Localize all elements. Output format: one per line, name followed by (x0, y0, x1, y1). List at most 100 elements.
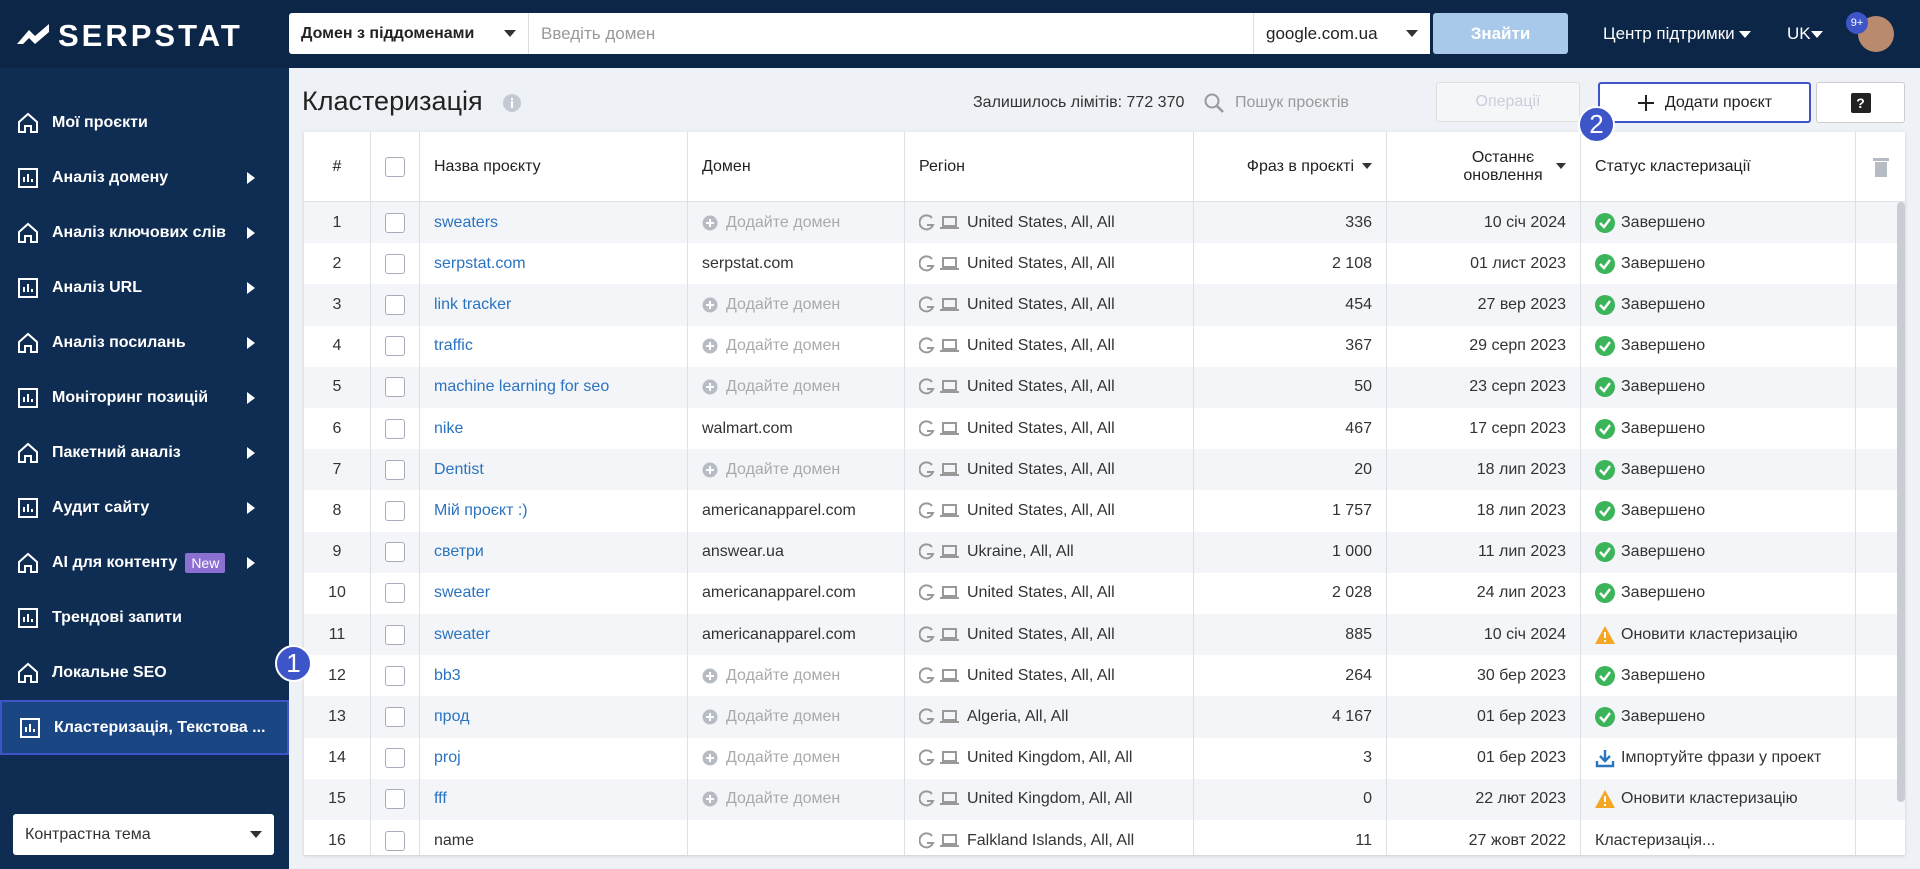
domain[interactable]: Додайте домен (726, 749, 841, 767)
project-name[interactable]: sweaters (434, 213, 499, 231)
checkbox[interactable] (385, 418, 405, 439)
checkbox[interactable] (385, 336, 405, 357)
column-header: # (332, 157, 342, 175)
cell: traffic (420, 325, 688, 367)
engine-device-icon (919, 337, 959, 354)
checkbox[interactable] (385, 583, 405, 604)
domain[interactable]: Додайте домен (726, 337, 841, 355)
cell: 12 (304, 655, 371, 697)
nav-item[interactable]: Аналіз ключових слів (0, 205, 289, 260)
nav-item[interactable]: Мої проєкти (0, 95, 289, 150)
project-search[interactable]: Пошук проєктів (1235, 94, 1349, 111)
domain[interactable]: Додайте домен (726, 460, 841, 478)
status-icon (1595, 336, 1615, 357)
checkbox[interactable] (385, 748, 405, 769)
region: United States, All, All (967, 254, 1115, 272)
domain[interactable]: Додайте домен (726, 295, 841, 313)
checkbox[interactable] (385, 789, 405, 810)
domain[interactable]: Додайте домен (726, 666, 841, 684)
updated: 24 лип 2023 (1476, 584, 1566, 602)
checkbox[interactable] (385, 542, 405, 563)
domain-mode-select[interactable]: Домен з піддоменами (289, 13, 529, 54)
updated: 01 бер 2023 (1476, 749, 1566, 767)
nav-icon (20, 717, 40, 738)
checkbox[interactable] (385, 212, 405, 233)
cell (371, 449, 420, 491)
checkbox[interactable] (385, 253, 405, 274)
domain-input[interactable]: Введіть домен (529, 13, 1253, 54)
nav-item[interactable]: Кластеризація, Текстова ... (0, 700, 289, 755)
cell: United States, All, All (905, 243, 1194, 285)
cell: 1 757 (1194, 490, 1387, 532)
cell: прод (420, 696, 688, 738)
checkbox[interactable] (385, 294, 405, 315)
project-name[interactable]: machine learning for seo (434, 378, 610, 396)
domain[interactable]: Додайте домен (726, 213, 841, 231)
info-icon[interactable] (502, 93, 522, 113)
language-menu[interactable]: UK (1787, 24, 1823, 44)
project-name[interactable]: sweater (434, 584, 491, 602)
operations-button[interactable]: Операції (1436, 82, 1580, 122)
updated: 01 лист 2023 (1470, 254, 1566, 272)
find-button[interactable]: Знайти (1433, 13, 1568, 54)
help-button[interactable]: ? (1816, 82, 1905, 123)
checkbox[interactable] (385, 830, 405, 851)
nav-item[interactable]: Локальне SEO (0, 645, 289, 700)
project-name[interactable]: fff (434, 790, 447, 808)
page-title: Кластеризація (302, 86, 483, 116)
cell: Додайте домен (688, 284, 905, 326)
project-name[interactable]: serpstat.com (434, 254, 526, 272)
sort-icon (1362, 163, 1372, 169)
cell: 20 (1194, 449, 1387, 491)
notifications[interactable]: 9+ (1846, 12, 1868, 34)
nav-item[interactable]: Пакетний аналіз (0, 425, 289, 480)
cell: 7 (304, 449, 371, 491)
cell: 01 бер 2023 (1387, 737, 1581, 779)
cell: Додайте домен (688, 202, 905, 244)
nav-arrow (247, 391, 255, 404)
checkbox[interactable] (385, 706, 405, 727)
cell (371, 696, 420, 738)
project-name[interactable]: Мій проєкт :) (434, 501, 528, 519)
checkbox[interactable] (385, 500, 405, 521)
checkbox[interactable] (385, 156, 405, 177)
cell: 3 (1194, 737, 1387, 779)
nav-item[interactable]: Аудит сайту (0, 480, 289, 535)
cell: Мій проєкт :) (420, 490, 688, 532)
nav-item[interactable]: Моніторинг позицій (0, 370, 289, 425)
checkbox[interactable] (385, 377, 405, 398)
project-name[interactable]: светри (434, 543, 484, 561)
checkbox[interactable] (385, 459, 405, 480)
domain[interactable]: Додайте домен (726, 790, 841, 808)
status-icon (1595, 253, 1615, 274)
new-badge: New (185, 552, 226, 573)
project-name[interactable]: traffic (434, 337, 473, 355)
project-name[interactable]: Dentist (434, 460, 484, 478)
caret (1810, 31, 1823, 38)
add-project-button[interactable]: Додати проєкт (1598, 82, 1811, 123)
theme-select[interactable]: Контрастна тема (13, 814, 274, 855)
checkbox[interactable] (385, 665, 405, 686)
project-name[interactable]: bb3 (434, 666, 461, 684)
support-menu[interactable]: Центр підтримки (1603, 24, 1752, 44)
nav-item[interactable]: Аналіз посилань (0, 315, 289, 370)
region: United Kingdom, All, All (967, 749, 1133, 767)
project-name[interactable]: nike (434, 419, 464, 437)
checkbox[interactable] (385, 624, 405, 645)
project-name[interactable]: прод (434, 707, 470, 725)
domain[interactable]: Додайте домен (726, 378, 841, 396)
status-icon (1595, 583, 1615, 604)
project-name[interactable]: link tracker (434, 295, 512, 313)
domain[interactable]: Додайте домен (726, 707, 841, 725)
nav-item[interactable]: Аналіз URL (0, 260, 289, 315)
engine-device-icon (919, 419, 959, 436)
nav-item[interactable]: Трендові запити (0, 590, 289, 645)
nav-item[interactable]: AI для контенту New (0, 535, 289, 590)
project-name[interactable]: sweater (434, 625, 491, 643)
nav-item[interactable]: Аналіз домену (0, 150, 289, 205)
engine-select[interactable]: google.com.ua (1253, 13, 1430, 54)
cell: 18 лип 2023 (1387, 449, 1581, 491)
project-name[interactable]: proj (434, 749, 461, 767)
cell: 2 108 (1194, 243, 1387, 285)
region: United States, All, All (967, 625, 1115, 643)
